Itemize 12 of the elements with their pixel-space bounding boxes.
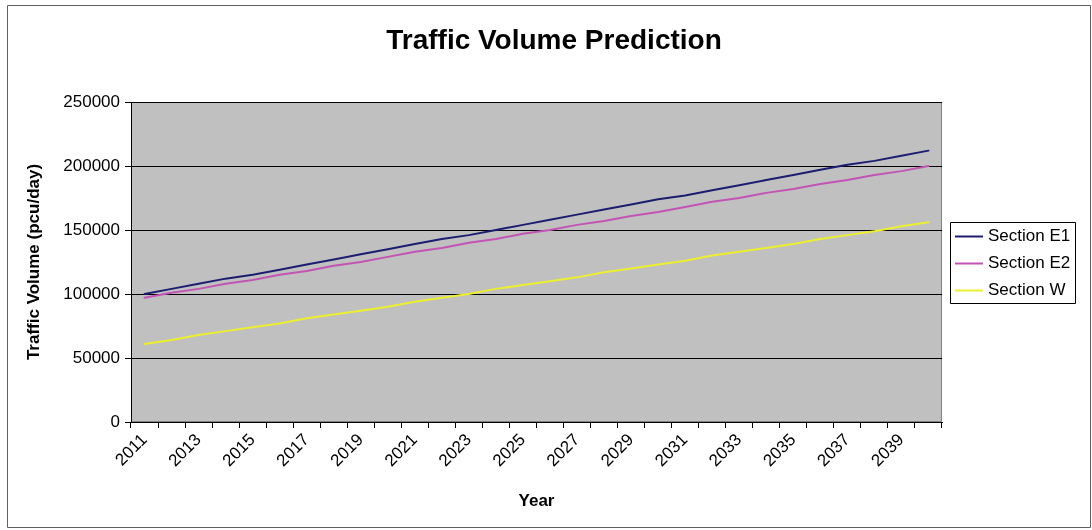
y-tick-label: 200000 bbox=[63, 155, 120, 175]
chart-title: Traffic Volume Prediction bbox=[386, 23, 722, 55]
y-tick-label: 50000 bbox=[72, 347, 120, 367]
y-tick-label: 250000 bbox=[63, 91, 120, 111]
y-tick-label: 0 bbox=[110, 411, 120, 431]
y-axis-title: Traffic Volume (pcu/day) bbox=[23, 163, 43, 361]
legend-label: Section W bbox=[988, 280, 1066, 300]
y-tick-label: 100000 bbox=[63, 283, 120, 303]
y-tick-label: 150000 bbox=[63, 219, 120, 239]
legend-label: Section E2 bbox=[988, 253, 1071, 273]
legend-label: Section E1 bbox=[988, 226, 1071, 246]
x-axis-title: Year bbox=[518, 491, 555, 511]
